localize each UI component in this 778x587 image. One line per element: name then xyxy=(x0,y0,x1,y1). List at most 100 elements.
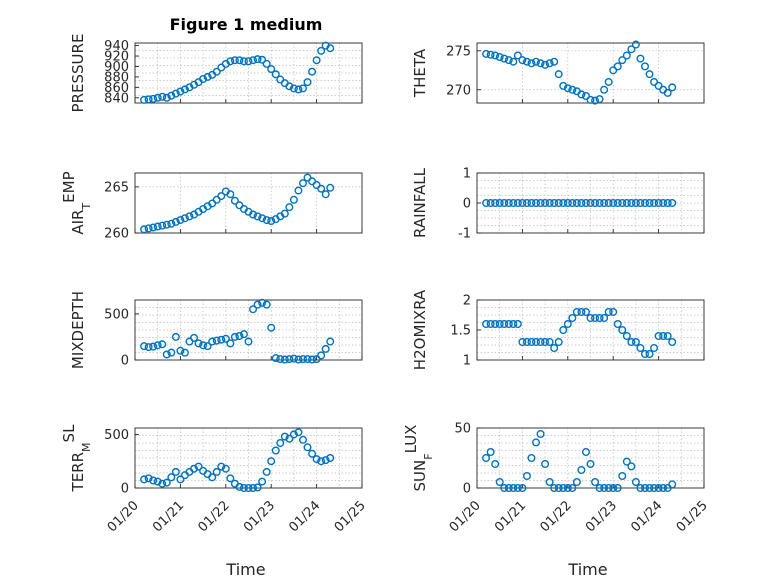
data-point xyxy=(668,480,677,489)
data-point xyxy=(577,90,586,99)
axes-frame xyxy=(134,172,363,234)
series-mixdepth xyxy=(140,298,335,364)
data-point xyxy=(491,51,500,60)
data-point xyxy=(545,338,554,347)
data-point xyxy=(518,198,527,207)
data-point xyxy=(289,195,298,204)
data-point xyxy=(144,95,153,104)
axes-frame xyxy=(476,427,705,489)
x-tick-label: 01/23 xyxy=(241,498,278,535)
data-point xyxy=(554,198,563,207)
data-point xyxy=(622,198,631,207)
y-tick-label: 50 xyxy=(454,422,471,437)
data-point xyxy=(171,217,180,226)
data-point xyxy=(559,484,568,493)
data-point xyxy=(618,326,627,335)
y-tick-label: 940 xyxy=(104,39,129,54)
series-h2omixra xyxy=(482,308,677,359)
data-point xyxy=(185,212,194,221)
data-point xyxy=(312,56,321,65)
y-axis-label: TERRMSL xyxy=(60,424,93,493)
data-point xyxy=(294,186,303,195)
data-point xyxy=(158,340,167,349)
data-point xyxy=(267,65,276,74)
data-point xyxy=(249,210,258,219)
data-point xyxy=(230,332,239,341)
data-point xyxy=(604,484,613,493)
y-tick-label: 880 xyxy=(104,70,129,85)
y-tick-label: 270 xyxy=(446,83,471,98)
y-tick-label: 0 xyxy=(463,197,471,212)
data-point xyxy=(545,478,554,487)
data-point xyxy=(586,198,595,207)
data-point xyxy=(504,56,513,65)
data-point xyxy=(180,348,189,357)
data-point xyxy=(627,198,636,207)
series-pressure xyxy=(140,41,335,104)
data-point xyxy=(654,332,663,341)
data-point xyxy=(267,216,276,225)
x-tick-label: 01/20 xyxy=(105,498,142,535)
data-point xyxy=(650,77,659,86)
data-point xyxy=(167,348,176,357)
data-point xyxy=(509,198,518,207)
data-point xyxy=(500,320,509,329)
data-point xyxy=(226,339,235,348)
data-point xyxy=(554,70,563,79)
data-point xyxy=(312,455,321,464)
x-tick-label: 01/20 xyxy=(447,498,484,535)
data-point xyxy=(239,484,248,493)
data-point xyxy=(294,85,303,94)
data-point xyxy=(636,198,645,207)
data-point xyxy=(153,341,162,350)
data-point xyxy=(513,198,522,207)
data-point xyxy=(591,96,600,105)
data-point xyxy=(321,190,330,199)
data-point xyxy=(541,338,550,347)
data-point xyxy=(212,336,221,345)
data-point xyxy=(554,484,563,493)
data-point xyxy=(522,198,531,207)
y-axis-label: H2OMIXRA xyxy=(411,289,429,370)
data-point xyxy=(208,337,217,346)
data-point xyxy=(613,198,622,207)
data-point xyxy=(595,198,604,207)
data-point xyxy=(180,214,189,223)
data-point xyxy=(640,350,649,359)
data-point xyxy=(203,72,212,81)
data-point xyxy=(298,179,307,188)
data-point xyxy=(244,57,253,66)
data-point xyxy=(140,342,149,351)
data-point xyxy=(509,484,518,493)
y-tick-label: 0 xyxy=(463,482,471,497)
data-point xyxy=(563,484,572,493)
data-point xyxy=(140,95,149,104)
data-point xyxy=(604,77,613,86)
data-point xyxy=(654,484,663,493)
data-point xyxy=(149,94,158,103)
data-point xyxy=(317,46,326,55)
data-point xyxy=(199,74,208,83)
data-point xyxy=(609,198,618,207)
data-point xyxy=(500,54,509,63)
axes-frame xyxy=(134,42,363,104)
data-point xyxy=(627,338,636,347)
data-point xyxy=(509,320,518,329)
data-point xyxy=(317,457,326,466)
data-point xyxy=(522,57,531,66)
data-point xyxy=(158,221,167,230)
data-point xyxy=(613,484,622,493)
data-point xyxy=(513,51,522,60)
data-point xyxy=(500,484,509,493)
data-point xyxy=(622,332,631,341)
data-point xyxy=(613,320,622,329)
data-point xyxy=(513,320,522,329)
data-point xyxy=(668,338,677,347)
data-point xyxy=(262,467,271,476)
data-point xyxy=(595,95,604,104)
data-point xyxy=(194,462,203,471)
y-label-post: EMP xyxy=(60,171,78,202)
y-axis-label: AIRTEMP xyxy=(60,171,93,234)
data-point xyxy=(230,56,239,65)
data-point xyxy=(577,466,586,475)
